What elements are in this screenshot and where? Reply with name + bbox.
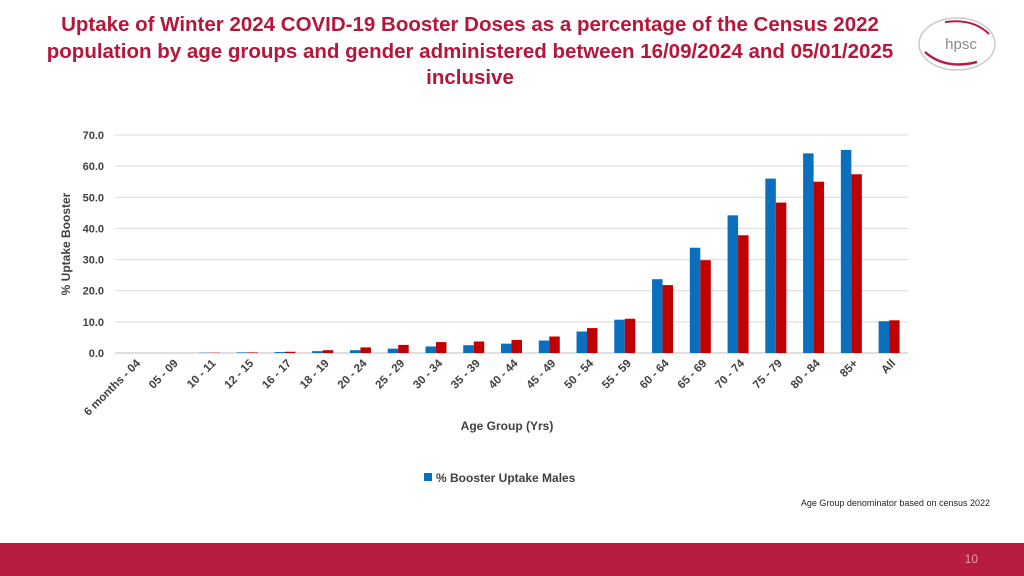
x-tick-label: 40 - 44 — [487, 357, 521, 391]
bar-females-12-15 — [247, 352, 258, 353]
x-tick-label: 05 - 09 — [147, 358, 181, 392]
bar-males-12-15 — [236, 352, 248, 353]
bar-males-40-44 — [501, 343, 512, 353]
x-axis-title: Age Group (Yrs) — [461, 419, 554, 433]
bar-females-70-74 — [738, 235, 749, 353]
x-tick-label: 10 - 11 — [185, 357, 219, 391]
bar-males-75-79 — [765, 178, 776, 353]
bar-females-20-24 — [360, 347, 371, 353]
logo-text: hpsc — [945, 36, 977, 53]
bar-males-55-59 — [614, 319, 625, 353]
x-tick-label: 45 - 49 — [525, 358, 559, 392]
x-tick-label: 85+ — [838, 357, 860, 379]
y-tick-label: 40.0 — [83, 223, 104, 235]
bar-males-65-69 — [689, 247, 701, 353]
footer-band: 10 — [0, 543, 1024, 576]
legend-label-males: % Booster Uptake Males — [436, 471, 576, 485]
x-tick-label: 6 months - 04 — [82, 357, 143, 418]
bar-females-45-49 — [549, 336, 560, 353]
bar-males-30-34 — [425, 346, 436, 353]
bar-females-80-84 — [813, 181, 825, 353]
bar-females-60-64 — [662, 285, 674, 353]
y-tick-label: 10.0 — [83, 317, 104, 329]
x-tick-label: 70 - 74 — [713, 357, 747, 391]
bar-males-60-64 — [652, 279, 663, 353]
bar-females-25-29 — [398, 344, 409, 353]
logo-ring — [918, 17, 996, 71]
bars-layer — [198, 149, 900, 353]
bar-females-all — [889, 320, 900, 353]
bar-females-55-59 — [624, 318, 636, 353]
y-axis-title: % Uptake Booster — [59, 192, 73, 295]
bar-females-65-69 — [700, 260, 711, 353]
y-tick-label: 30.0 — [83, 255, 104, 267]
bar-males-85- — [840, 149, 852, 353]
x-tick-label: All — [879, 358, 898, 377]
x-tick-label: 55 - 59 — [600, 358, 634, 392]
x-tick-label: 80 - 84 — [789, 357, 823, 391]
bar-males-80-84 — [803, 153, 814, 353]
bar-females-75-79 — [775, 202, 787, 353]
bar-females-16-17 — [284, 351, 296, 353]
x-tick-label: 12 - 15 — [222, 357, 256, 391]
bar-males-25-29 — [387, 348, 399, 353]
y-tick-labels: 0.0 10.0 20.0 30.0 40.0 50.0 60.0 70.0 — [83, 130, 104, 360]
bar-females-50-54 — [587, 328, 598, 353]
bar-chart: 0.0 10.0 20.0 30.0 40.0 50.0 60.0 70.0 6 months… — [59, 130, 908, 485]
y-tick-label: 60.0 — [83, 161, 104, 173]
x-tick-label: 16 - 17 — [260, 358, 294, 392]
bar-males-70-74 — [727, 215, 739, 353]
x-tick-label: 60 - 64 — [638, 357, 672, 391]
x-tick-label: 35 - 39 — [449, 358, 483, 392]
logo-swoosh-top — [944, 20, 990, 35]
slide-title: Uptake of Winter 2024 COVID-19 Booster D… — [46, 13, 894, 89]
x-tick-label: 75 - 79 — [751, 358, 785, 392]
x-tick-label: 18 - 19 — [298, 358, 332, 392]
y-tick-label: 0.0 — [89, 348, 104, 360]
bar-females-40-44 — [511, 339, 522, 353]
footnote: Age Group denominator based on census 20… — [800, 498, 990, 508]
legend-swatch-males — [424, 473, 432, 481]
y-tick-label: 50.0 — [83, 192, 104, 204]
bar-males-45-49 — [538, 340, 550, 353]
x-tick-label: 20 - 24 — [336, 357, 370, 391]
bar-females-35-39 — [473, 341, 485, 353]
y-tick-label: 70.0 — [83, 130, 104, 142]
bar-females-30-34 — [435, 342, 447, 353]
x-tick-label: 25 - 29 — [374, 358, 408, 392]
y-tick-label: 20.0 — [83, 286, 104, 298]
bar-males-18-19 — [312, 351, 323, 353]
bar-males-35-39 — [463, 345, 474, 353]
bar-males-20-24 — [349, 350, 361, 353]
bar-females-85- — [851, 174, 862, 353]
logo-swoosh — [924, 51, 978, 66]
bar-males-50-54 — [576, 331, 588, 353]
grid-layer — [115, 134, 908, 354]
bar-males-16-17 — [274, 352, 285, 353]
x-tick-label: 50 - 54 — [562, 357, 596, 391]
x-tick-label: 65 - 69 — [676, 358, 710, 392]
page-number: 10 — [964, 552, 978, 566]
bar-males-all — [878, 321, 890, 353]
bar-females-18-19 — [322, 350, 334, 353]
x-tick-label: 30 - 34 — [411, 357, 445, 391]
x-tick-labels: 6 months - 04 05 - 09 10 - 11 12 - 15 16 - 1… — [82, 357, 898, 418]
hpsc-logo: hpsc — [918, 17, 996, 71]
